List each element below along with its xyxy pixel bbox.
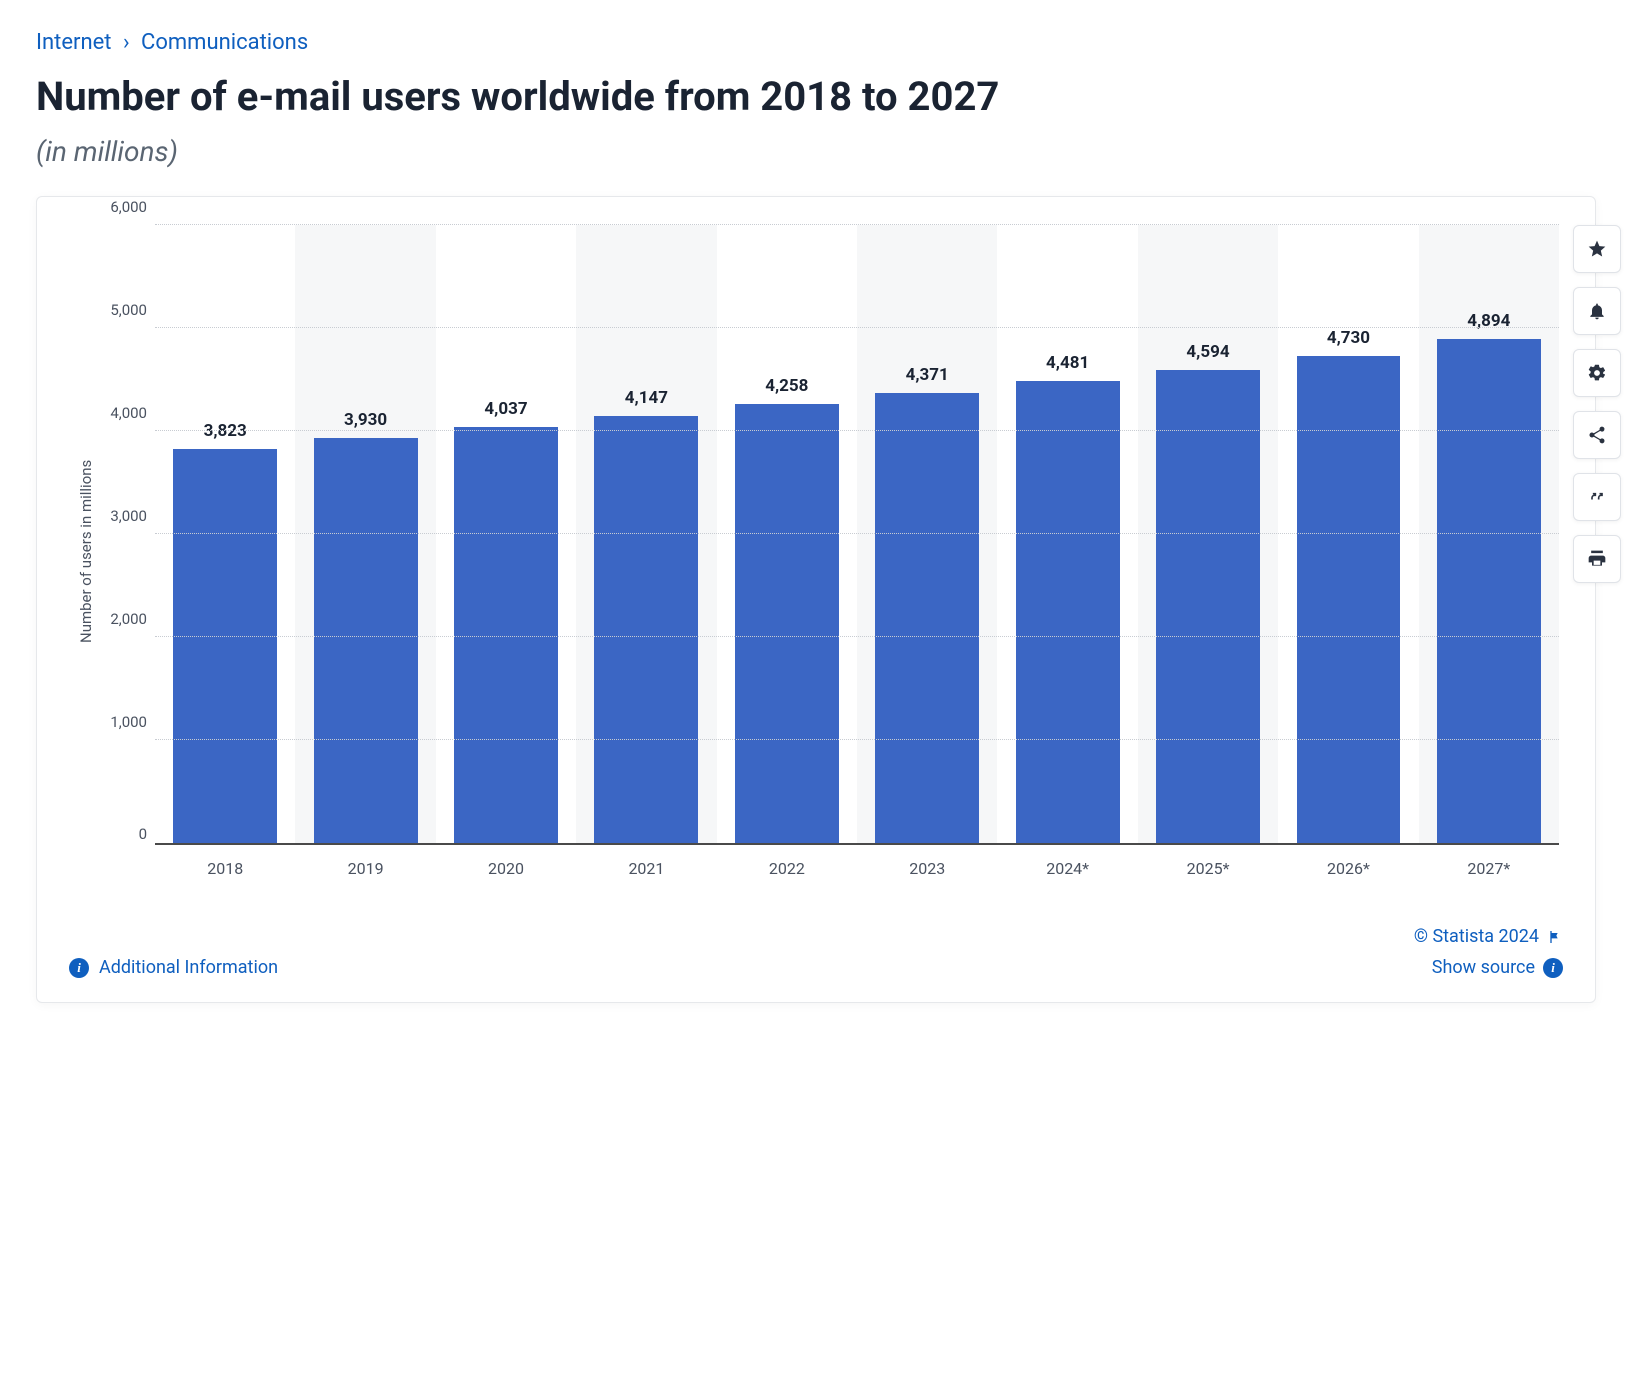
y-tick-label: 3,000 (95, 507, 147, 525)
bar-slot: 3,930 (295, 225, 435, 843)
share-button[interactable] (1573, 411, 1621, 459)
x-tick-label: 2021 (576, 859, 716, 878)
bar[interactable]: 4,258 (735, 404, 839, 843)
gridline (155, 636, 1559, 637)
breadcrumb: Internet › Communications (36, 30, 1596, 55)
page-subtitle: (in millions) (36, 135, 1596, 168)
print-button[interactable] (1573, 535, 1621, 583)
bar[interactable]: 3,930 (314, 438, 418, 843)
bar[interactable]: 4,481 (1016, 381, 1120, 843)
flag-icon (1547, 929, 1563, 945)
bar[interactable]: 4,594 (1156, 370, 1260, 843)
quote-icon (1587, 487, 1607, 507)
x-tick-label: 2022 (717, 859, 857, 878)
chart-footer: i Additional Information © Statista 2024… (69, 926, 1563, 978)
bar-slot: 4,037 (436, 225, 576, 843)
breadcrumb-link-communications[interactable]: Communications (141, 30, 308, 55)
notify-button[interactable] (1573, 287, 1621, 335)
bar[interactable]: 4,894 (1437, 339, 1541, 843)
bar[interactable]: 4,147 (594, 416, 698, 843)
additional-info-link[interactable]: i Additional Information (69, 957, 278, 978)
share-icon (1587, 425, 1607, 445)
settings-button[interactable] (1573, 349, 1621, 397)
info-icon: i (69, 958, 89, 978)
additional-info-label: Additional Information (99, 957, 278, 978)
x-tick-label: 2023 (857, 859, 997, 878)
bar-value-label: 4,481 (1046, 353, 1089, 373)
y-tick-label: 1,000 (95, 713, 147, 731)
print-icon (1587, 549, 1607, 569)
bar-value-label: 4,730 (1327, 328, 1370, 348)
x-tick-label: 2026* (1278, 859, 1418, 878)
page-title: Number of e-mail users worldwide from 20… (36, 73, 1596, 121)
x-axis-ticks: 2018201920202021202220232024*2025*2026*2… (155, 859, 1559, 878)
copyright: © Statista 2024 (1414, 926, 1563, 947)
x-tick-label: 2018 (155, 859, 295, 878)
info-icon: i (1543, 958, 1563, 978)
y-tick-label: 0 (95, 825, 147, 843)
y-tick-label: 5,000 (95, 301, 147, 319)
bar-value-label: 3,930 (344, 410, 387, 430)
x-tick-label: 2027* (1419, 859, 1559, 878)
bar-value-label: 4,371 (906, 365, 949, 385)
cite-button[interactable] (1573, 473, 1621, 521)
bar-slot: 4,730 (1278, 225, 1418, 843)
bar-slot: 4,258 (717, 225, 857, 843)
bar-value-label: 4,037 (484, 399, 527, 419)
y-tick-label: 2,000 (95, 610, 147, 628)
bar-slot: 4,894 (1419, 225, 1559, 843)
favorite-button[interactable] (1573, 225, 1621, 273)
bar-value-label: 3,823 (204, 421, 247, 441)
bar[interactable]: 4,371 (875, 393, 979, 843)
copyright-text: © Statista 2024 (1414, 926, 1539, 947)
x-tick-label: 2024* (997, 859, 1137, 878)
gridline (155, 430, 1559, 431)
bar-slot: 3,823 (155, 225, 295, 843)
bar-value-label: 4,594 (1186, 342, 1229, 362)
chart-area: Number of users in millions 3,823 3,930 4,… (69, 225, 1563, 878)
star-icon (1587, 239, 1607, 259)
chart-plot: 3,823 3,930 4,037 4,147 4,258 4,371 4,481 4,594… (155, 225, 1559, 845)
gridline (155, 533, 1559, 534)
bar-slot: 4,594 (1138, 225, 1278, 843)
gridline (155, 224, 1559, 225)
x-tick-label: 2025* (1138, 859, 1278, 878)
plot-wrap: 3,823 3,930 4,037 4,147 4,258 4,371 4,481 4,594… (95, 225, 1563, 878)
side-actions (1573, 225, 1621, 583)
bar[interactable]: 4,730 (1297, 356, 1401, 843)
y-tick-label: 6,000 (95, 198, 147, 216)
bars-container: 3,823 3,930 4,037 4,147 4,258 4,371 4,481 4,594… (155, 225, 1559, 843)
x-tick-label: 2019 (295, 859, 435, 878)
bell-icon (1587, 301, 1607, 321)
show-source-label: Show source (1432, 957, 1535, 978)
bar-slot: 4,371 (857, 225, 997, 843)
bar[interactable]: 3,823 (173, 449, 277, 843)
y-tick-label: 4,000 (95, 404, 147, 422)
gear-icon (1587, 363, 1607, 383)
show-source-link[interactable]: Show source i (1414, 957, 1563, 978)
bar-slot: 4,147 (576, 225, 716, 843)
gridline (155, 327, 1559, 328)
y-axis-label: Number of users in millions (69, 225, 95, 878)
bar-slot: 4,481 (997, 225, 1137, 843)
breadcrumb-separator: › (123, 30, 130, 55)
gridline (155, 739, 1559, 740)
bar-value-label: 4,147 (625, 388, 668, 408)
x-tick-label: 2020 (436, 859, 576, 878)
breadcrumb-link-internet[interactable]: Internet (36, 30, 111, 55)
chart-card: Number of users in millions 3,823 3,930 4,… (36, 196, 1596, 1003)
bar-value-label: 4,258 (765, 376, 808, 396)
